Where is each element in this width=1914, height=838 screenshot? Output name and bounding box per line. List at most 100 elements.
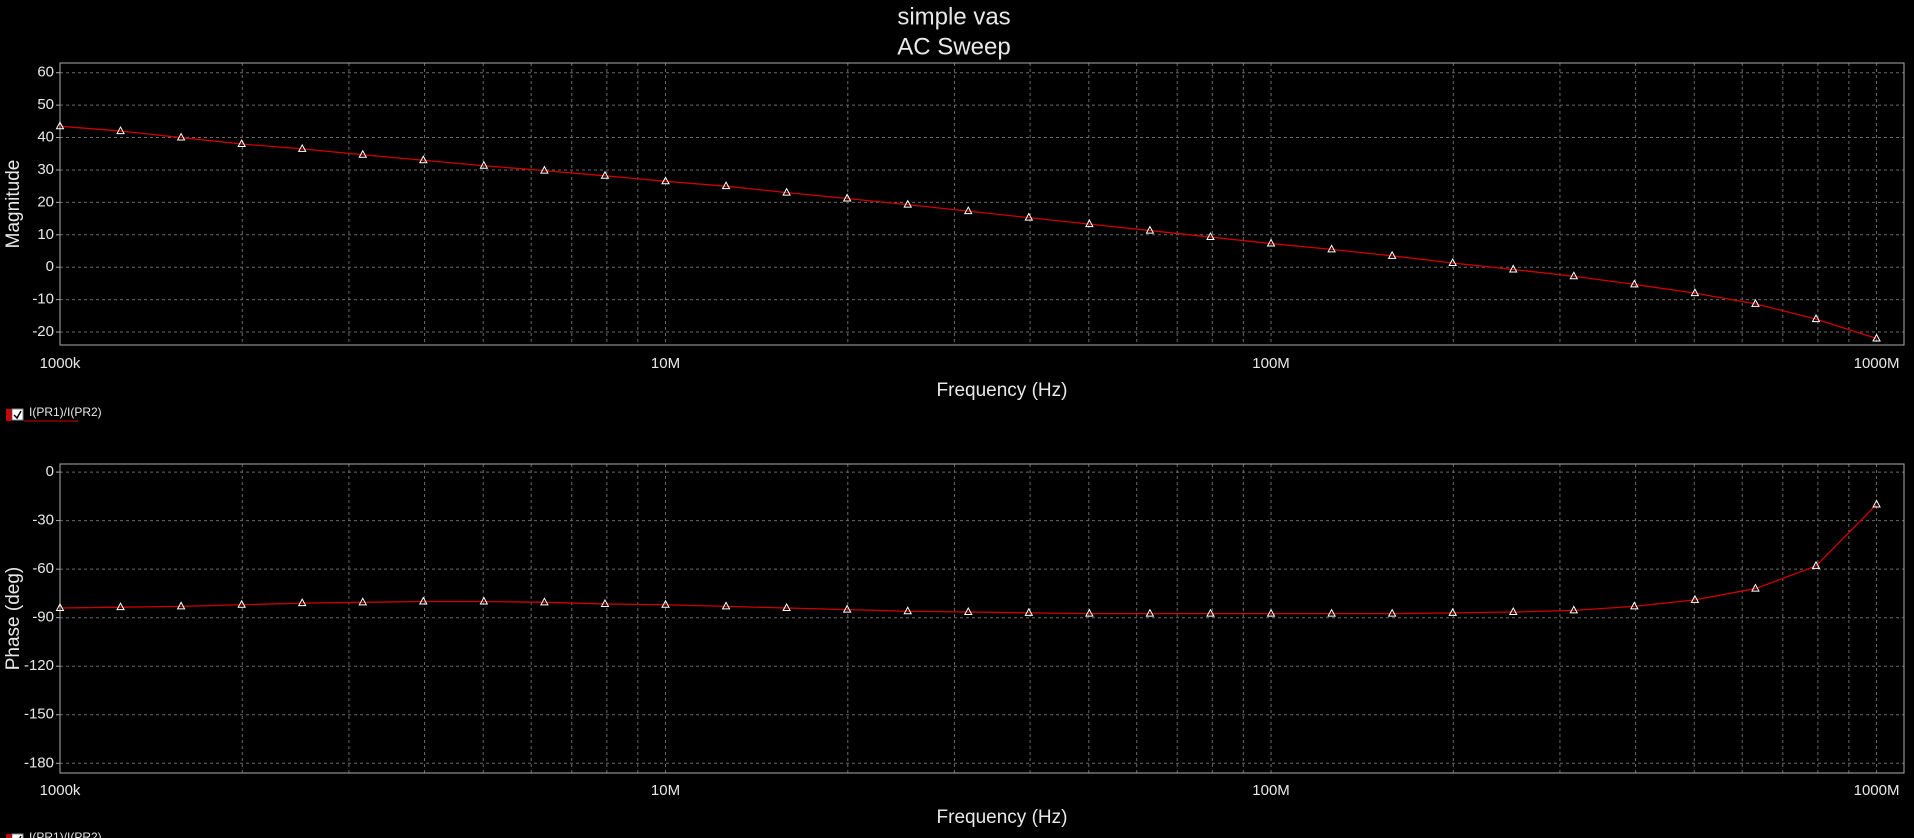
legend-checkbox bbox=[11, 408, 24, 421]
x-axis-label: Frequency (Hz) bbox=[937, 807, 1068, 828]
y-tick-label: 30 bbox=[37, 161, 54, 178]
x-tick-label: 1000k bbox=[40, 355, 81, 372]
data-marker bbox=[1327, 608, 1336, 617]
x-tick-label: 1000k bbox=[40, 782, 81, 799]
data-marker bbox=[963, 606, 973, 616]
y-tick-label: -180 bbox=[24, 754, 54, 771]
y-tick-label: 0 bbox=[46, 258, 54, 275]
y-tick-label: 10 bbox=[37, 226, 54, 243]
data-marker bbox=[1751, 298, 1760, 307]
data-marker bbox=[1085, 608, 1094, 617]
data-marker bbox=[297, 598, 307, 607]
legend-swatch bbox=[6, 834, 11, 838]
data-marker bbox=[721, 601, 731, 610]
data-marker bbox=[721, 181, 731, 190]
data-marker bbox=[1085, 219, 1094, 228]
data-marker bbox=[661, 599, 670, 608]
y-tick-label: 20 bbox=[37, 193, 54, 210]
data-marker bbox=[479, 596, 489, 605]
data-marker bbox=[1448, 607, 1458, 616]
legend-swatch bbox=[6, 409, 11, 421]
data-marker bbox=[1145, 608, 1155, 617]
series-line bbox=[60, 125, 1877, 340]
data-marker bbox=[1508, 606, 1518, 616]
y-tick-label: -90 bbox=[32, 609, 54, 626]
data-marker bbox=[600, 598, 610, 607]
chart-title: simple vas bbox=[897, 3, 1010, 30]
legend-check bbox=[13, 410, 22, 420]
y-tick-label: 50 bbox=[37, 96, 54, 113]
data-marker bbox=[176, 601, 186, 610]
data-marker bbox=[1872, 333, 1881, 342]
legend-label: I(PR1)/I(PR2) bbox=[29, 405, 102, 419]
data-marker bbox=[1630, 601, 1639, 610]
data-marker bbox=[1690, 288, 1700, 297]
series-line bbox=[60, 503, 1878, 615]
data-marker bbox=[540, 165, 549, 174]
data-marker bbox=[358, 149, 368, 158]
data-marker bbox=[963, 206, 973, 215]
data-marker bbox=[1266, 238, 1276, 247]
data-marker bbox=[842, 193, 852, 202]
data-marker bbox=[116, 602, 125, 611]
data-marker bbox=[297, 143, 307, 152]
y-axis-label: Magnitude bbox=[3, 160, 24, 249]
data-marker bbox=[1387, 608, 1397, 617]
data-marker bbox=[237, 138, 246, 148]
data-marker bbox=[1024, 607, 1034, 616]
plot-border bbox=[59, 62, 1905, 346]
data-marker bbox=[1024, 212, 1034, 221]
legend-checkbox bbox=[11, 833, 24, 838]
data-marker bbox=[237, 599, 246, 608]
data-marker bbox=[1206, 232, 1215, 241]
y-tick-label: 60 bbox=[37, 64, 54, 81]
data-marker bbox=[1751, 583, 1760, 592]
data-marker bbox=[1327, 244, 1336, 253]
data-marker bbox=[1569, 271, 1579, 280]
data-marker bbox=[600, 170, 610, 179]
data-marker bbox=[479, 160, 489, 169]
data-marker bbox=[842, 604, 852, 613]
data-marker bbox=[1630, 279, 1639, 288]
data-marker bbox=[782, 602, 791, 611]
data-marker bbox=[903, 199, 913, 208]
y-tick-label: 0 bbox=[46, 463, 54, 480]
y-tick-label: -60 bbox=[32, 560, 54, 577]
plot-border bbox=[59, 463, 1905, 774]
x-tick-label: 10M bbox=[651, 782, 680, 799]
data-marker bbox=[116, 126, 125, 135]
data-marker bbox=[1569, 605, 1579, 614]
y-tick-label: -150 bbox=[24, 706, 54, 723]
x-tick-label: 100M bbox=[1252, 355, 1290, 372]
y-tick-label: 40 bbox=[37, 129, 54, 146]
data-marker bbox=[358, 597, 368, 606]
data-marker bbox=[540, 597, 549, 606]
x-tick-label: 1000M bbox=[1854, 782, 1900, 799]
data-marker bbox=[1811, 314, 1821, 323]
legend-label: I(PR1)/I(PR2) bbox=[29, 830, 102, 838]
data-marker bbox=[1508, 264, 1518, 273]
data-marker bbox=[661, 176, 670, 185]
data-marker bbox=[1145, 225, 1155, 234]
y-tick-label: -20 bbox=[32, 323, 54, 340]
data-marker bbox=[176, 132, 186, 141]
data-marker bbox=[55, 121, 65, 130]
x-axis-label: Frequency (Hz) bbox=[937, 380, 1068, 401]
data-marker bbox=[1872, 499, 1881, 508]
x-tick-label: 1000M bbox=[1854, 355, 1900, 372]
chart-subtitle: AC Sweep bbox=[897, 33, 1010, 60]
y-tick-label: -30 bbox=[32, 512, 54, 529]
data-marker bbox=[1690, 594, 1700, 603]
data-marker bbox=[1266, 608, 1276, 617]
y-tick-label: -10 bbox=[32, 291, 54, 308]
data-marker bbox=[782, 187, 791, 196]
data-marker bbox=[1387, 250, 1397, 259]
x-tick-label: 10M bbox=[651, 355, 680, 372]
data-marker bbox=[418, 596, 428, 605]
y-tick-label: -120 bbox=[24, 657, 54, 674]
data-marker bbox=[418, 155, 428, 164]
data-marker bbox=[903, 606, 913, 615]
y-axis-label: Phase (deg) bbox=[3, 567, 24, 671]
x-tick-label: 100M bbox=[1252, 782, 1290, 799]
